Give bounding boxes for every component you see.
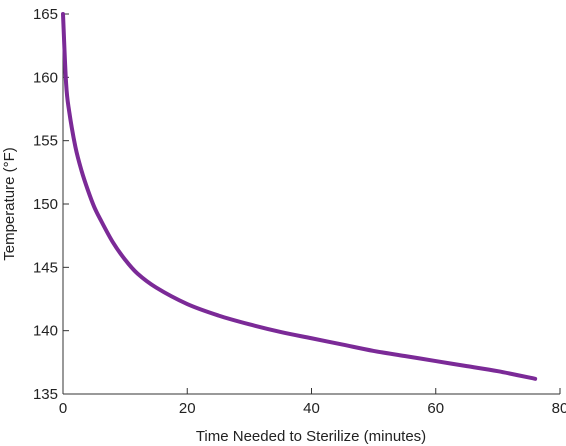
- y-axis-title: Temperature (°F): [1, 147, 18, 261]
- x-tick-label: 60: [427, 400, 444, 417]
- x-ticks: 0 20 40 60 80: [59, 388, 566, 417]
- y-tick-label: 165: [33, 6, 58, 23]
- y-tick-label: 145: [33, 259, 58, 276]
- series-line: [61, 12, 538, 381]
- x-axis-title: Time Needed to Sterilize (minutes): [196, 428, 426, 445]
- y-tick-label: 150: [33, 196, 58, 213]
- y-tick-label: 140: [33, 323, 58, 340]
- y-tick-label: 135: [33, 386, 58, 403]
- plot-area: 0 20 40 60 80 135 140 145 150 155 160 165: [33, 6, 566, 417]
- y-tick-label: 155: [33, 133, 58, 150]
- x-tick-label: 80: [552, 400, 566, 417]
- x-tick-label: 0: [59, 400, 67, 417]
- x-tick-label: 20: [179, 400, 196, 417]
- y-ticks: 135 140 145 150 155 160 165: [33, 6, 69, 403]
- x-tick-label: 40: [303, 400, 320, 417]
- y-tick-label: 160: [33, 69, 58, 86]
